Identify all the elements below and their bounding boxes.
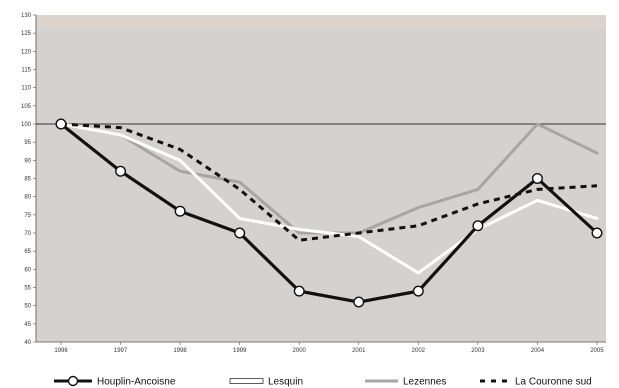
legend-label: Lezennes [403,377,446,388]
y-tick-label: 130 [21,13,32,19]
x-tick-label: 2001 [352,348,366,354]
y-tick-label: 85 [24,177,31,183]
x-tick-label: 1998 [173,348,187,354]
y-axis: 40 45 50 55 60 65 70 75 80 85 90 95 100 105 110 115 120 1… [21,13,37,346]
series-line-la-couronne-sud [60,122,598,242]
y-tick-label: 50 [24,304,31,310]
x-tick-label: 2002 [412,348,426,354]
data-point-houplin-ancoisne [591,227,603,239]
legend: Houplin-Ancoisne Lesquin Lezennes La Couron… [54,375,592,388]
legend-label: La Couronne sud [515,377,592,388]
x-tick-label: 1996 [54,348,68,354]
y-tick-label: 100 [21,122,32,128]
legend-item-la-couronne-sud: La Couronne sud [480,377,592,388]
data-point-houplin-ancoisne [472,220,484,232]
x-tick-label: 2000 [293,348,307,354]
y-tick-label: 115 [21,68,31,74]
data-point-houplin-ancoisne [234,227,246,239]
series-line-lesquin [59,122,599,275]
x-tick-label: 2003 [471,348,485,354]
y-tick-label: 70 [24,231,31,237]
x-tick-label: 2005 [590,348,604,354]
x-axis: 1996 1997 1998 1999 2000 2001 2002 2003 2004 2005 [36,341,606,354]
data-point-houplin-ancoisne [412,285,424,297]
y-tick-label: 75 [24,213,31,219]
y-tick-label: 65 [24,249,31,255]
series-group [55,118,603,308]
series-line-houplin-ancoisne [59,122,599,304]
data-point-houplin-ancoisne [353,296,365,308]
data-point-houplin-ancoisne [531,172,543,184]
y-tick-label: 90 [24,158,31,164]
y-tick-label: 45 [24,322,31,328]
y-tick-label: 110 [21,86,31,92]
y-tick-label: 125 [21,31,32,37]
y-tick-label: 60 [24,267,31,273]
x-tick-label: 1997 [114,348,128,354]
plot-background [36,15,606,342]
top-band [36,15,606,29]
legend-item-houplin-ancoisne: Houplin-Ancoisne [54,375,176,388]
data-point-houplin-ancoisne [55,118,67,130]
y-tick-label: 80 [24,195,31,201]
legend-item-lesquin: Lesquin [229,377,303,388]
data-point-houplin-ancoisne [174,205,186,217]
y-tick-label: 105 [21,104,32,110]
y-tick-label: 40 [24,340,31,346]
legend-marker [67,375,79,387]
legend-swatch [229,378,264,384]
legend-label: Houplin-Ancoisne [97,377,176,388]
legend-item-lezennes: Lezennes [365,377,446,388]
y-tick-label: 55 [24,286,31,292]
y-tick-label: 120 [21,49,32,55]
data-point-houplin-ancoisne [115,165,127,177]
x-tick-label: 1999 [233,348,247,354]
y-tick-label: 95 [24,140,31,146]
x-tick-label: 2004 [531,348,545,354]
legend-label: Lesquin [268,377,303,388]
data-point-houplin-ancoisne [293,285,305,297]
